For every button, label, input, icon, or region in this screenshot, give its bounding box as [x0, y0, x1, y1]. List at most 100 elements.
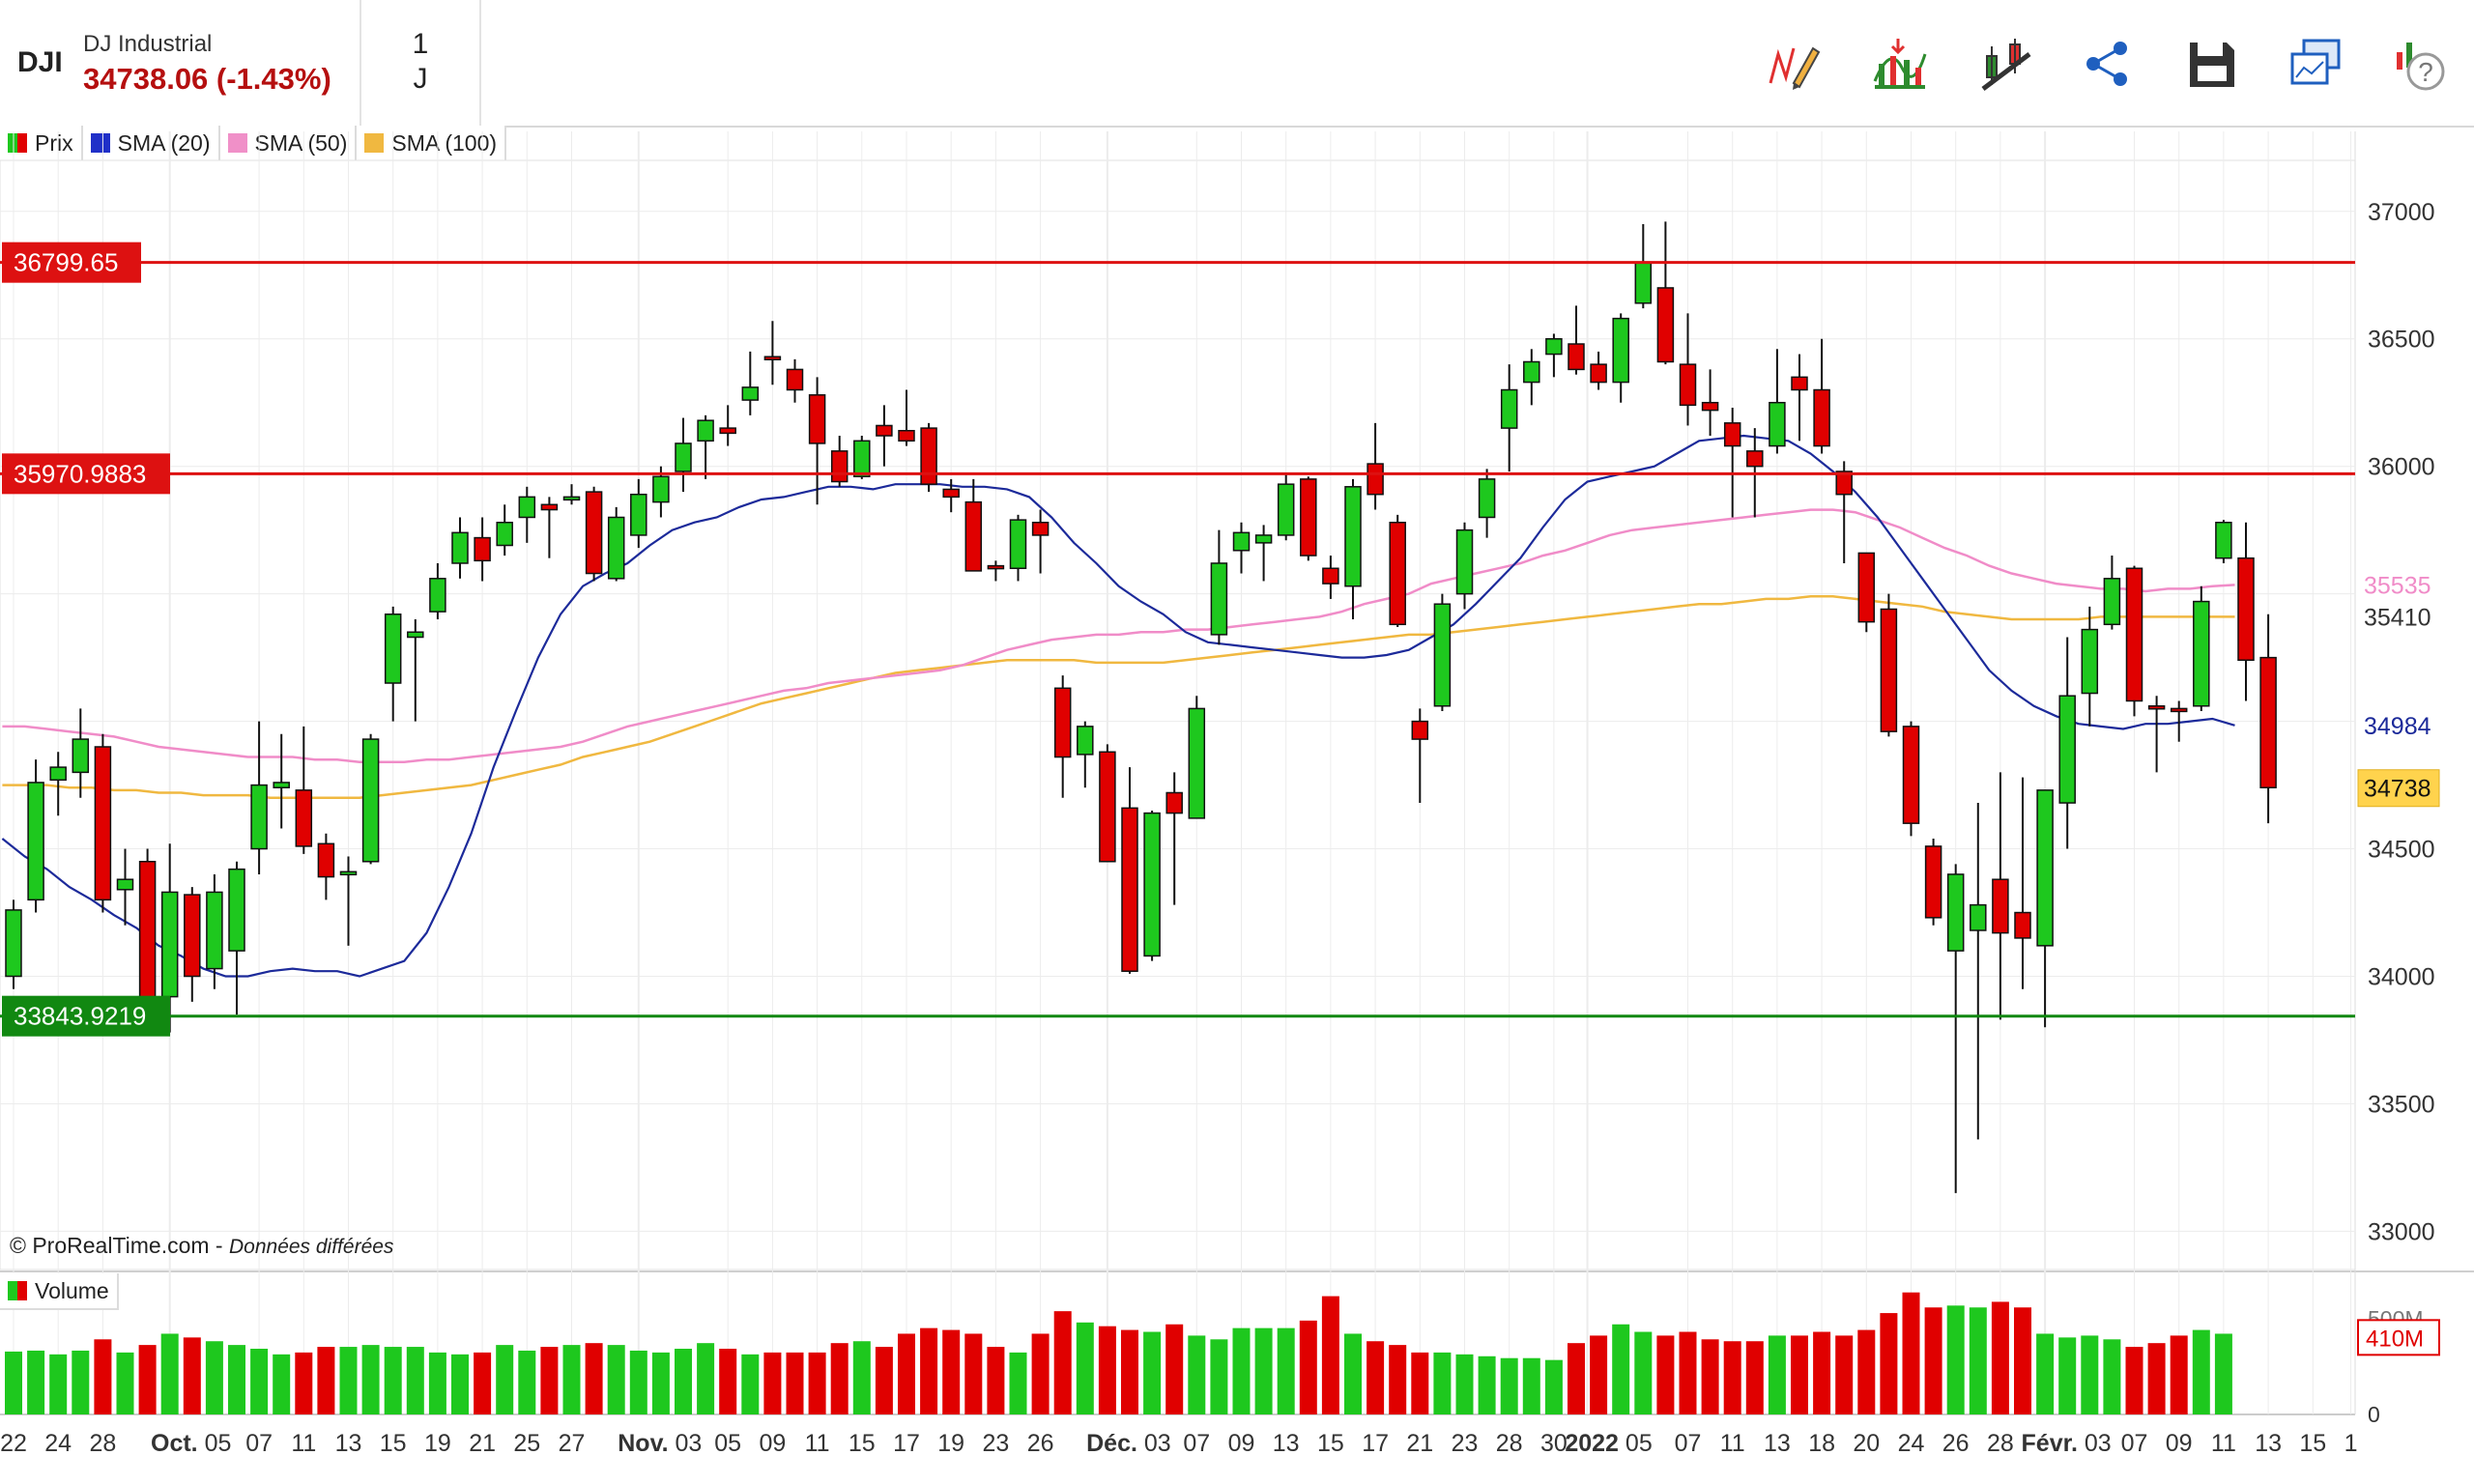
volume-bar[interactable]: [1188, 1335, 1206, 1414]
share-icon[interactable]: [2078, 35, 2136, 93]
candle[interactable]: [1857, 552, 1876, 623]
volume-bar[interactable]: [1500, 1357, 1518, 1414]
candle[interactable]: [1880, 608, 1898, 732]
candle[interactable]: [1970, 903, 1987, 931]
candle[interactable]: [741, 386, 760, 401]
volume-bar[interactable]: [406, 1347, 424, 1414]
candle[interactable]: [138, 860, 157, 1001]
candle[interactable]: [2014, 911, 2031, 939]
volume-bar[interactable]: [1299, 1320, 1317, 1414]
candle[interactable]: [27, 782, 44, 901]
volume-bar[interactable]: [1098, 1326, 1116, 1414]
candle[interactable]: [652, 475, 670, 503]
volume-bar[interactable]: [2214, 1333, 2232, 1414]
volume-bar[interactable]: [1277, 1327, 1295, 1414]
volume-bar[interactable]: [607, 1345, 625, 1414]
candle[interactable]: [1813, 388, 1830, 447]
volume-bar[interactable]: [1590, 1335, 1608, 1414]
price-pane[interactable]: [0, 159, 2356, 1270]
candle[interactable]: [585, 491, 603, 575]
volume-bar[interactable]: [1612, 1324, 1630, 1414]
candle[interactable]: [317, 842, 335, 878]
volume-bar[interactable]: [1389, 1345, 1407, 1414]
volume-bar[interactable]: [474, 1352, 492, 1414]
candle[interactable]: [719, 427, 736, 435]
candle[interactable]: [1634, 261, 1653, 304]
candle[interactable]: [876, 424, 893, 437]
candle[interactable]: [339, 870, 358, 876]
candle[interactable]: [1077, 726, 1094, 756]
candle[interactable]: [1478, 478, 1496, 519]
volume-bar[interactable]: [1701, 1339, 1719, 1414]
volume-bar[interactable]: [1254, 1327, 1273, 1414]
candle[interactable]: [206, 891, 223, 970]
volume-bar[interactable]: [2014, 1307, 2031, 1414]
candle[interactable]: [1656, 287, 1675, 363]
candle[interactable]: [1143, 812, 1161, 957]
candle[interactable]: [518, 496, 536, 519]
candle[interactable]: [675, 442, 692, 472]
candle[interactable]: [1411, 720, 1429, 740]
candle[interactable]: [1009, 519, 1027, 570]
candle[interactable]: [808, 394, 826, 444]
legend-item-sma20[interactable]: SMA (20): [82, 126, 220, 162]
candle[interactable]: [49, 766, 67, 782]
volume-bar[interactable]: [160, 1333, 179, 1414]
candle[interactable]: [429, 578, 446, 613]
volume-bar[interactable]: [2170, 1335, 2188, 1414]
volume-bar[interactable]: [5, 1351, 22, 1414]
volume-bar[interactable]: [2125, 1347, 2143, 1414]
volume-bar[interactable]: [741, 1354, 760, 1414]
volume-bar[interactable]: [1969, 1307, 1987, 1414]
candle[interactable]: [72, 738, 90, 774]
volume-bar[interactable]: [697, 1343, 715, 1414]
multi-window-icon[interactable]: [2287, 35, 2345, 93]
candle[interactable]: [2103, 578, 2121, 626]
volume-bar[interactable]: [763, 1352, 782, 1414]
candle[interactable]: [384, 614, 402, 684]
symbol-label[interactable]: DJI: [17, 46, 63, 78]
volume-bar[interactable]: [1813, 1331, 1831, 1414]
volume-bar[interactable]: [428, 1352, 446, 1414]
volume-bar[interactable]: [852, 1341, 871, 1414]
candle[interactable]: [1322, 567, 1339, 585]
volume-bar[interactable]: [1857, 1329, 1876, 1414]
volume-bar[interactable]: [183, 1337, 201, 1414]
candle[interactable]: [942, 488, 960, 499]
candle[interactable]: [1300, 478, 1317, 556]
candle[interactable]: [786, 368, 804, 391]
volume-bar[interactable]: [875, 1347, 893, 1414]
volume-bar[interactable]: [2036, 1333, 2055, 1414]
candle[interactable]: [2147, 705, 2166, 710]
volume-bar[interactable]: [273, 1354, 291, 1414]
candle[interactable]: [295, 789, 313, 847]
volume-bar[interactable]: [384, 1347, 402, 1414]
candle[interactable]: [1723, 422, 1741, 447]
candle[interactable]: [1500, 388, 1518, 429]
candle[interactable]: [1791, 376, 1808, 391]
volume-bar[interactable]: [361, 1345, 380, 1414]
candle[interactable]: [1746, 450, 1764, 468]
volume-bar[interactable]: [116, 1352, 134, 1414]
candle[interactable]: [250, 784, 268, 850]
candle[interactable]: [1366, 463, 1384, 496]
candle[interactable]: [2237, 556, 2255, 662]
volume-bar[interactable]: [1009, 1352, 1027, 1414]
candle[interactable]: [1232, 531, 1251, 552]
candle[interactable]: [474, 536, 491, 562]
candle[interactable]: [2125, 567, 2143, 702]
candle[interactable]: [898, 429, 915, 442]
candle[interactable]: [1523, 360, 1540, 384]
volume-bar[interactable]: [1433, 1352, 1452, 1414]
volume-bar[interactable]: [228, 1345, 245, 1414]
candle[interactable]: [1254, 534, 1273, 544]
candle[interactable]: [94, 746, 112, 901]
candle[interactable]: [1099, 751, 1116, 863]
volume-bar[interactable]: [1076, 1322, 1094, 1414]
candle[interactable]: [763, 356, 782, 360]
candle[interactable]: [407, 631, 424, 639]
volume-bar[interactable]: [1522, 1357, 1540, 1414]
candle[interactable]: [1053, 687, 1072, 758]
volume-bar[interactable]: [942, 1329, 961, 1414]
volume-bar[interactable]: [675, 1349, 692, 1414]
